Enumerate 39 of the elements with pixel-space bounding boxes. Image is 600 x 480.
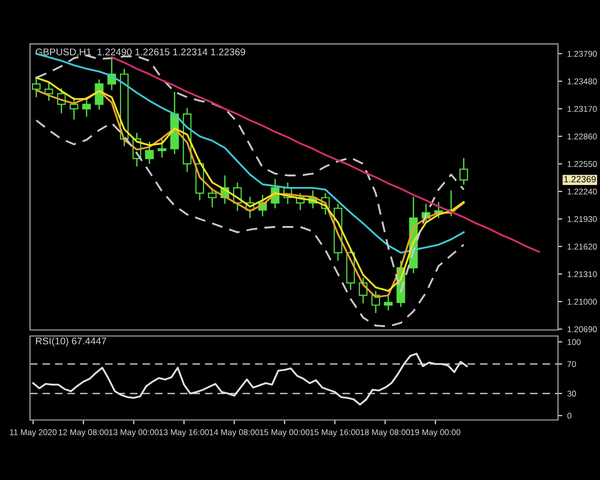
y-tick-label: 1.23790: [568, 50, 597, 57]
y-tick-label: 1.21000: [568, 298, 597, 305]
y-tick-label: 1.21310: [568, 271, 597, 278]
candlestick: [44, 82, 54, 102]
x-tick-label: 14 May 08:00: [210, 429, 260, 437]
x-tick-label: 13 May 16:00: [159, 429, 209, 437]
y-tick-label: 1.22860: [568, 134, 597, 140]
y-tick-label: 1.22550: [568, 161, 597, 167]
chart-title: RSI(10) 67.4447: [36, 337, 106, 346]
candlestick: [459, 157, 468, 186]
y-tick-label: 1.23170: [568, 106, 597, 112]
line-series: [35, 119, 465, 328]
y-tick-label: 1.21930: [568, 216, 597, 222]
x-tick-label: 15 May 00:00: [260, 429, 310, 437]
x-tick-label: 12 May 08:00: [58, 429, 108, 437]
x-tick-label: 11 May 2020: [10, 429, 57, 437]
text: 1.22369: [564, 176, 596, 182]
y-tick-label: 1.21620: [568, 244, 597, 250]
y-tick-label: 30: [567, 390, 576, 397]
candlestick: [32, 77, 41, 98]
y-tick-label: 0: [567, 412, 572, 419]
candlestick: [384, 296, 393, 312]
x-tick-label: 15 May 16:00: [310, 429, 360, 437]
x-tick-label: 19 May 00:00: [410, 429, 460, 437]
x-tick-label: 18 May 08:00: [360, 429, 410, 437]
y-tick-label: 1.20690: [568, 326, 597, 332]
y-tick-label: 1.22240: [568, 188, 597, 195]
candlestick: [208, 187, 217, 208]
candlestick: [158, 138, 166, 158]
candlestick: [82, 96, 91, 118]
candlestick: [145, 141, 154, 164]
y-tick-label: 70: [567, 361, 576, 368]
candlestick: [70, 96, 78, 120]
y-tick-label: 1.23480: [568, 78, 597, 84]
x-tick-label: 13 May 00:00: [109, 429, 159, 437]
y-tick-label: 100: [568, 339, 581, 345]
line-series: [110, 56, 540, 253]
line-series: [32, 352, 468, 406]
chart-title: GBPUSD,H1 1.22490 1.22615 1.22314 1.22369: [36, 48, 246, 56]
